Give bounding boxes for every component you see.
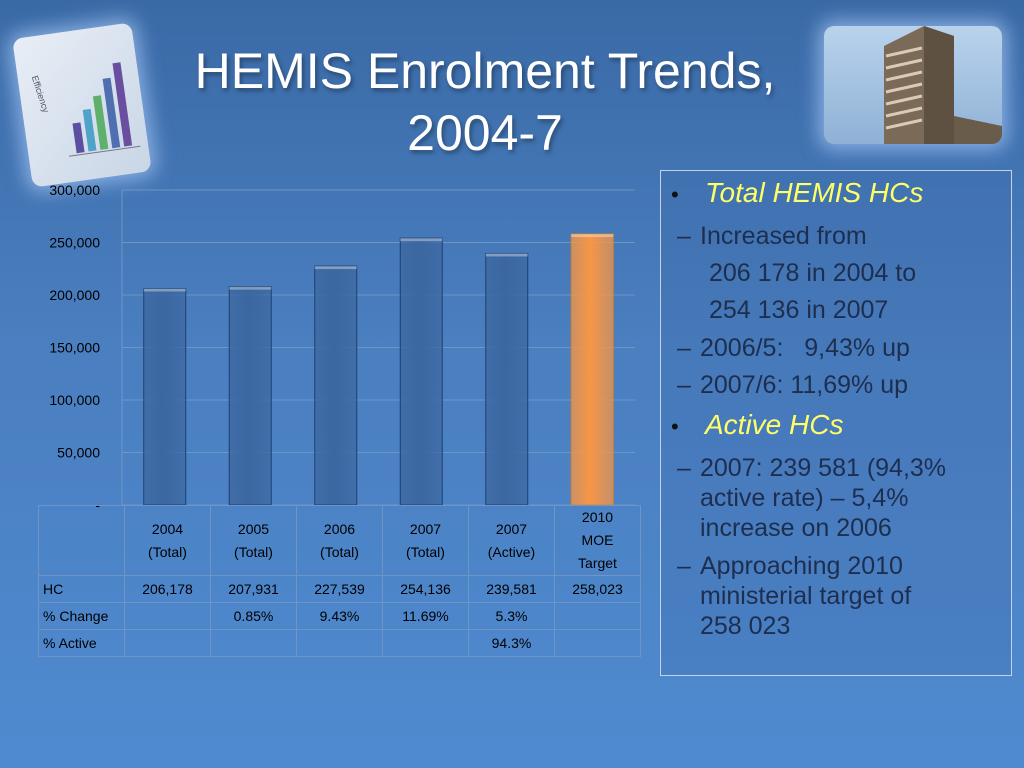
sub-bullet-target: – Approaching 2010 ministerial target of … — [677, 551, 911, 641]
category-row: 2004 (Total) 2005 (Total) 2006 (Total) 2… — [38, 505, 641, 576]
chart-thumbnail-image: Efficiency — [12, 22, 152, 188]
table-cell — [554, 602, 641, 630]
bullet-total-hcs: • Total HEMIS HCs — [671, 177, 923, 209]
sub-bullet-text: increase on 2006 — [700, 514, 892, 542]
table-cell: 94.3% — [468, 629, 555, 657]
table-cell — [210, 629, 297, 657]
building-image — [824, 26, 1002, 144]
y-tick-label: 100,000 — [49, 392, 100, 408]
bullet-text-box: • Total HEMIS HCs – Increased from 206 178… — [660, 170, 1012, 676]
bar — [570, 233, 614, 506]
bullet-marker: • — [671, 182, 679, 207]
table-corner-cell — [38, 505, 125, 576]
y-tick-label: 300,000 — [49, 182, 100, 198]
table-cell: 5.3% — [468, 602, 555, 630]
table-cell: 254,136 — [382, 575, 469, 603]
bar-highlight — [400, 238, 443, 242]
bar-chart: - 50,000 100,000 150,000 200,000 250,000 300,0… — [49, 182, 635, 510]
bar — [228, 286, 272, 506]
sub-bullet-text: Increased from — [700, 222, 867, 250]
sub-bullet-text: active rate) – 5,4% — [700, 484, 909, 512]
table-cell: 207,931 — [210, 575, 297, 603]
table-cell: 258,023 — [554, 575, 641, 603]
row-label: HC — [38, 575, 125, 603]
bar-highlight — [314, 266, 357, 270]
table-cell: 239,581 — [468, 575, 555, 603]
bar-highlight — [485, 253, 528, 257]
bar-highlight — [571, 234, 614, 238]
table-cell — [124, 602, 211, 630]
slide-title: HEMIS Enrolment Trends, 2004-7 — [194, 43, 776, 161]
table-cell: 206,178 — [124, 575, 211, 603]
y-tick-label: 50,000 — [57, 445, 100, 461]
table-cell — [296, 629, 383, 657]
y-tick-label: 150,000 — [49, 340, 100, 356]
sub-bullet-text: 206 178 in 2004 to — [709, 259, 917, 287]
sub-bullet-text: 2007/6: 11,69% up — [700, 371, 909, 399]
category-label: 2005 (Total) — [210, 505, 297, 576]
table-cell: 227,539 — [296, 575, 383, 603]
dash-marker: – — [677, 454, 691, 482]
sub-bullet-active-rate: –2007: 239 581 (94,3% active rate) – 5,4… — [677, 453, 946, 543]
table-row-hc: HC 206,178 207,931 227,539 254,136 239,5… — [38, 575, 641, 603]
sub-bullet-text: ministerial target of — [700, 582, 912, 610]
category-label: 2004 (Total) — [124, 505, 211, 576]
sub-bullet-text: Approaching 2010 — [700, 552, 903, 580]
row-label: % Change — [38, 602, 125, 630]
sub-bullet-2006: –2006/5: 9,43% up — [677, 333, 910, 363]
table-cell — [554, 629, 641, 657]
sub-bullet-text: 258 023 — [700, 612, 791, 640]
y-tick-label: 200,000 — [49, 287, 100, 303]
table-row-active: % Active 94.3% — [38, 629, 641, 657]
svg-text:Efficiency: Efficiency — [30, 74, 52, 114]
dash-marker: – — [677, 222, 691, 250]
bar-highlight — [229, 286, 272, 290]
bullet-marker: • — [671, 414, 679, 439]
sub-bullet-increased: – Increased from 206 178 in 2004 to 254 1… — [677, 221, 916, 325]
table-cell: 0.85% — [210, 602, 297, 630]
sub-bullet-2007: –2007/6: 11,69% up — [677, 370, 908, 400]
sub-bullet-text: 2007: 239 581 (94,3% — [700, 454, 947, 482]
y-tick-label: 250,000 — [49, 235, 100, 251]
row-label: % Active — [38, 629, 125, 657]
dash-marker: – — [677, 371, 691, 399]
dash-marker: – — [677, 552, 691, 580]
dash-marker: – — [677, 334, 691, 362]
category-label: 2007 (Active) — [468, 505, 555, 576]
sub-bullet-text: 2006/5: 9,43% up — [700, 334, 910, 362]
table-cell: 9.43% — [296, 602, 383, 630]
table-cell — [382, 629, 469, 657]
bullet-active-hcs: • Active HCs — [671, 409, 843, 441]
bar — [485, 252, 529, 506]
bar — [399, 237, 443, 506]
table-row-change: % Change 0.85% 9.43% 11.69% 5.3% — [38, 602, 641, 630]
bar-highlight — [143, 288, 186, 292]
bullet-heading: Total HEMIS HCs — [705, 177, 924, 208]
category-label: 2006 (Total) — [296, 505, 383, 576]
bar — [143, 288, 187, 506]
y-tick-label: - — [95, 497, 100, 510]
category-label: 2007 (Total) — [382, 505, 469, 576]
table-cell — [124, 629, 211, 657]
bullet-heading: Active HCs — [705, 409, 844, 440]
sub-bullet-text: 254 136 in 2007 — [709, 296, 889, 324]
table-cell: 11.69% — [382, 602, 469, 630]
bar — [314, 265, 358, 506]
data-table: 2004 (Total) 2005 (Total) 2006 (Total) 2… — [38, 505, 641, 657]
category-label: 2010 MOE Target — [554, 505, 641, 576]
